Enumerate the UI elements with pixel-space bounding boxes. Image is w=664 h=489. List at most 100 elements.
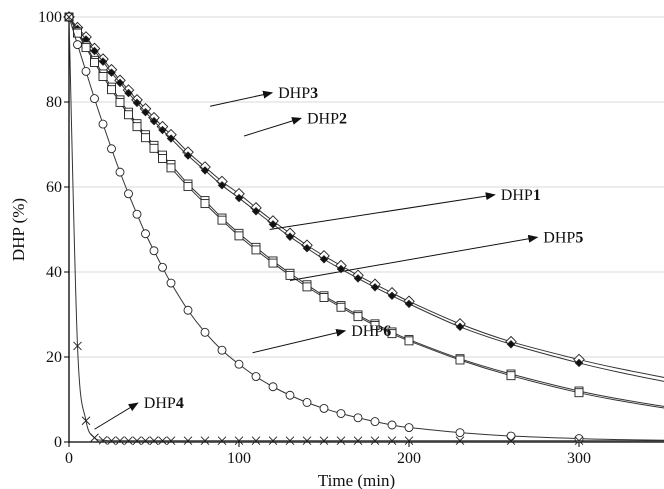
series-line-dhp1 bbox=[68, 16, 664, 407]
series-dhp5-point bbox=[149, 143, 159, 153]
series-dhp5-point bbox=[319, 293, 329, 302]
series-dhp5-point bbox=[251, 245, 261, 255]
series-dhp4-point bbox=[302, 436, 312, 446]
series-dhp5-point bbox=[166, 163, 176, 173]
series-dhp6-point bbox=[200, 327, 210, 337]
annotation-prefix: DHP bbox=[543, 229, 575, 246]
series-dhp5-point bbox=[158, 154, 167, 163]
series-dhp6-point bbox=[302, 398, 312, 407]
tick-labels: 0 20 40 60 80 100 0 100 200 300 bbox=[38, 9, 591, 467]
series-dhp5-point bbox=[285, 270, 295, 280]
series-dhp6-point bbox=[268, 382, 278, 392]
series-dhp2-point bbox=[166, 134, 176, 143]
series-dhp2-point bbox=[455, 322, 465, 332]
annotation-label-dhp6: DHP6 bbox=[351, 323, 391, 340]
series-dhp5-point bbox=[107, 85, 116, 95]
series-dhp5 bbox=[64, 12, 664, 409]
annotation-prefix: DHP bbox=[307, 110, 339, 127]
x-tick-label: 100 bbox=[227, 450, 251, 467]
annotation-number: 5 bbox=[575, 229, 583, 246]
series-dhp6-point bbox=[107, 144, 116, 154]
series-dhp1 bbox=[64, 12, 664, 407]
series-dhp6-point bbox=[132, 209, 142, 219]
series-dhp5-point bbox=[132, 122, 142, 132]
series-dhp5-point bbox=[183, 182, 193, 192]
series-dhp4 bbox=[64, 12, 664, 446]
series-dhp6-point bbox=[81, 66, 91, 76]
series-dhp6-point bbox=[319, 403, 329, 413]
annotation-arrow-dhp6 bbox=[252, 328, 347, 354]
series-dhp5-point bbox=[574, 388, 584, 398]
series-dhp4-point bbox=[90, 433, 99, 443]
series-dhp4-point bbox=[124, 436, 133, 446]
series-dhp6-point bbox=[217, 345, 227, 355]
series-dhp2-point bbox=[353, 274, 363, 283]
series-dhp5-point bbox=[200, 199, 210, 209]
annotation-prefix: DHP bbox=[501, 187, 533, 204]
annotation-label-dhp2: DHP2 bbox=[307, 110, 347, 127]
series-dhp4-point bbox=[353, 436, 363, 446]
series-dhp4-point bbox=[132, 436, 142, 446]
series-dhp2-point bbox=[404, 299, 414, 309]
series-dhp2-point bbox=[285, 232, 295, 241]
y-tick-label: 20 bbox=[46, 349, 62, 366]
annotation-arrow-dhp1 bbox=[269, 192, 496, 230]
series-dhp2-point bbox=[319, 255, 329, 264]
series-dhp6 bbox=[64, 12, 664, 444]
series-dhp4-point bbox=[107, 436, 116, 446]
series-dhp6-point bbox=[285, 390, 295, 400]
series-dhp2-point bbox=[370, 283, 380, 292]
x-tick-label: 300 bbox=[567, 450, 591, 467]
annotation-label-dhp3: DHP3 bbox=[278, 85, 318, 102]
series-dhp2-point bbox=[132, 98, 142, 108]
series-dhp5-point bbox=[268, 258, 278, 268]
series-dhp6-point bbox=[353, 413, 363, 423]
series-dhp5-point bbox=[302, 282, 312, 292]
annotation-arrow-dhp5 bbox=[289, 234, 539, 281]
annotation-number: 2 bbox=[339, 110, 347, 127]
series-dhp5-point bbox=[217, 215, 227, 225]
y-axis-title: DHP (%) bbox=[9, 198, 28, 261]
series-dhp4-point bbox=[115, 436, 125, 446]
series-dhp2-point bbox=[158, 125, 167, 135]
series-dhp4-point bbox=[200, 436, 210, 446]
series-dhp6-point bbox=[336, 409, 346, 418]
series-dhp4-point bbox=[574, 436, 584, 446]
series-dhp4-point bbox=[387, 436, 397, 446]
series-dhp6-point bbox=[387, 420, 397, 430]
gridlines bbox=[69, 16, 664, 358]
annotation-prefix: DHP bbox=[351, 323, 383, 340]
y-tick-label: 80 bbox=[46, 94, 62, 111]
series-dhp6-point bbox=[149, 246, 159, 256]
series-dhp2-point bbox=[268, 220, 278, 229]
series-dhp4-point bbox=[141, 436, 150, 446]
series-dhp6-point bbox=[73, 40, 82, 50]
series-dhp6-point bbox=[574, 434, 584, 444]
series-dhp4-point bbox=[64, 12, 74, 22]
annotation-arrow-dhp2 bbox=[243, 117, 302, 137]
x-axis-title: Time (min) bbox=[318, 471, 395, 489]
annotation-arrow-dhp3 bbox=[209, 90, 274, 107]
series-dhp4-point bbox=[506, 436, 516, 446]
series-dhp6-point bbox=[455, 428, 465, 438]
series-dhp2-point bbox=[200, 166, 210, 175]
series-layer bbox=[63, 11, 664, 446]
series-dhp5-point bbox=[370, 321, 380, 330]
series-dhp2-point bbox=[107, 68, 116, 77]
annotation-number: 4 bbox=[176, 395, 184, 412]
series-dhp2-point bbox=[183, 151, 193, 160]
annotation-label-dhp5: DHP5 bbox=[543, 229, 583, 246]
series-dhp2-point bbox=[506, 340, 516, 349]
series-dhp6-point bbox=[115, 167, 125, 177]
series-dhp2-point bbox=[141, 107, 150, 117]
series-dhp2-point bbox=[302, 243, 312, 253]
annotation-prefix: DHP bbox=[144, 395, 176, 412]
series-dhp6-point bbox=[506, 431, 516, 441]
series-dhp4-point bbox=[370, 436, 380, 446]
series-dhp5-point bbox=[336, 302, 346, 312]
series-dhp2-point bbox=[387, 291, 397, 301]
series-dhp6-point bbox=[404, 423, 414, 432]
series-dhp4-point bbox=[455, 436, 465, 446]
